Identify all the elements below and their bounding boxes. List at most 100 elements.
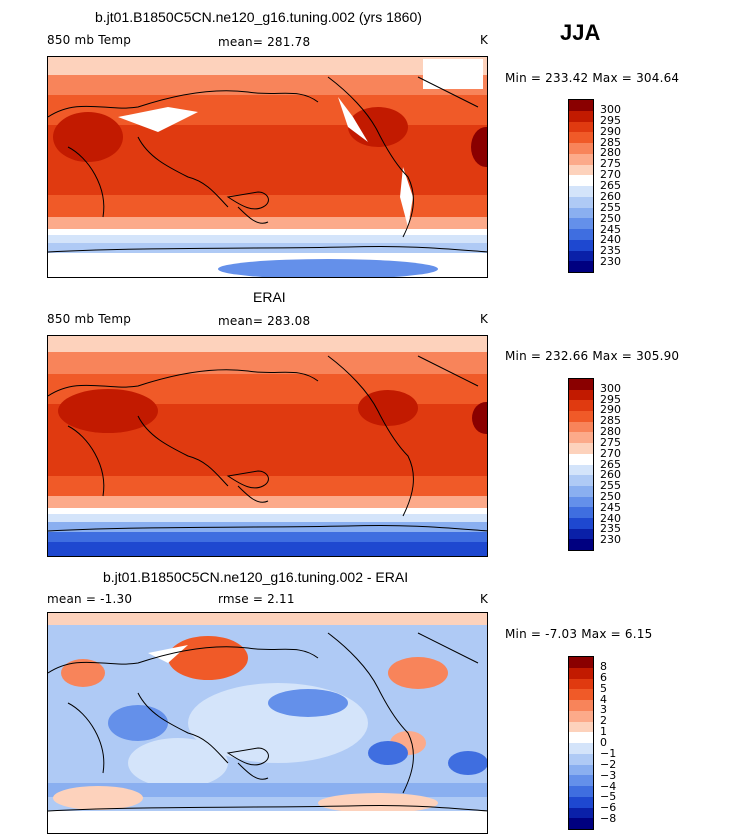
colorbar-swatch <box>569 143 593 154</box>
panel-3-map-svg <box>48 613 487 833</box>
colorbar-tick-label: 270 <box>600 446 621 460</box>
colorbar-swatch <box>569 186 593 197</box>
panel-2-title: ERAI <box>253 289 286 305</box>
colorbar-swatch <box>569 539 593 550</box>
colorbar-swatch <box>569 743 593 754</box>
colorbar-tick-label: 280 <box>600 425 621 439</box>
colorbar-tick-label: 275 <box>600 157 621 171</box>
colorbar-tick-label: −5 <box>600 790 617 804</box>
colorbar-tick-label: 290 <box>600 124 621 138</box>
colorbar-swatch <box>569 153 593 165</box>
colorbar-swatch <box>569 164 593 176</box>
colorbar-tick-label: −3 <box>600 768 617 782</box>
panel-3-mean: mean = -1.30 <box>47 592 133 606</box>
panel-1-mean: mean= 281.78 <box>218 35 311 49</box>
panel-2-map <box>47 335 488 557</box>
colorbar-swatch <box>569 175 593 186</box>
colorbar-swatch <box>569 507 593 518</box>
colorbar-tick-label: 260 <box>600 189 621 203</box>
colorbar-tick-label: 240 <box>600 511 621 525</box>
colorbar-tick-label: 3 <box>600 703 607 717</box>
colorbar-tick-label: 250 <box>600 489 621 503</box>
colorbar-tick-label: 235 <box>600 244 621 258</box>
colorbar-swatch <box>569 732 593 743</box>
colorbar-tick-label: 255 <box>600 200 621 214</box>
colorbar-swatch <box>569 453 593 465</box>
panel-3-colorbar <box>568 656 594 830</box>
panel-2-units: K <box>480 312 489 326</box>
panel-2-mean: mean= 283.08 <box>218 314 311 328</box>
colorbar-swatch <box>569 100 593 111</box>
panel-1-left-label: 850 mb Temp <box>47 33 132 47</box>
colorbar-swatch <box>569 432 593 444</box>
colorbar-tick-label: 285 <box>600 414 621 428</box>
colorbar-swatch <box>569 710 593 722</box>
colorbar-swatch <box>569 496 593 508</box>
colorbar-tick-label: −1 <box>600 746 617 760</box>
panel-1-units: K <box>480 33 489 47</box>
panel-2-map-svg <box>48 336 487 556</box>
colorbar-swatch <box>569 517 593 529</box>
colorbar-swatch <box>569 421 593 433</box>
colorbar-tick-label: 270 <box>600 168 621 182</box>
panel-3-map <box>47 612 488 834</box>
colorbar-tick-label: 295 <box>600 392 621 406</box>
colorbar-tick-label: 265 <box>600 179 621 192</box>
colorbar-tick-label: 260 <box>600 468 621 482</box>
colorbar-tick-label: 265 <box>600 457 621 471</box>
colorbar-swatch <box>569 218 593 229</box>
colorbar-swatch <box>569 667 593 679</box>
panel-3-minmax: Min = -7.03 Max = 6.15 <box>505 627 653 641</box>
colorbar-tick-label: 235 <box>600 522 621 536</box>
colorbar-swatch <box>569 528 593 540</box>
colorbar-swatch <box>569 657 593 668</box>
colorbar-swatch <box>569 261 593 272</box>
colorbar-swatch <box>569 475 593 486</box>
colorbar-tick-label: −4 <box>600 779 617 793</box>
colorbar-tick-label: 0 <box>600 736 607 749</box>
colorbar-swatch <box>569 411 593 422</box>
colorbar-swatch <box>569 110 593 122</box>
colorbar-tick-label: 280 <box>600 146 621 160</box>
colorbar-swatch <box>569 196 593 208</box>
colorbar-tick-label: 6 <box>600 670 607 684</box>
colorbar-swatch <box>569 485 593 497</box>
colorbar-swatch <box>569 807 593 819</box>
colorbar-tick-label: 4 <box>600 692 607 706</box>
panel-2-colorbar <box>568 378 594 551</box>
colorbar-tick-label: 245 <box>600 500 621 514</box>
colorbar-tick-label: 5 <box>600 681 607 695</box>
colorbar-tick-label: 255 <box>600 479 621 493</box>
season-label: JJA <box>560 20 601 45</box>
colorbar-tick-label: 1 <box>600 725 607 739</box>
colorbar-swatch <box>569 132 593 143</box>
colorbar-tick-label: 300 <box>600 381 621 395</box>
panel-3-rmse: rmse = 2.11 <box>218 592 295 606</box>
colorbar-tick-label: 295 <box>600 113 621 127</box>
colorbar-swatch <box>569 239 593 251</box>
colorbar-swatch <box>569 700 593 711</box>
colorbar-swatch <box>569 229 593 240</box>
panel-3-title: b.jt01.B1850C5CN.ne120_g16.tuning.002 - … <box>103 569 409 585</box>
colorbar-swatch <box>569 796 593 808</box>
colorbar-swatch <box>569 775 593 786</box>
panel-1-colorbar <box>568 99 594 273</box>
colorbar-tick-label: 290 <box>600 403 621 417</box>
colorbar-swatch <box>569 121 593 133</box>
colorbar-tick-label: 300 <box>600 102 621 116</box>
colorbar-tick-label: 230 <box>600 255 621 269</box>
panel-2-minmax: Min = 232.66 Max = 305.90 <box>505 349 680 363</box>
colorbar-tick-label: 250 <box>600 211 621 225</box>
colorbar-swatch <box>569 443 593 454</box>
colorbar-swatch <box>569 389 593 401</box>
colorbar-tick-label: 2 <box>600 714 607 728</box>
panel-2-left-label: 850 mb Temp <box>47 312 132 326</box>
colorbar-tick-label: −8 <box>600 812 617 826</box>
panel-3-units: K <box>480 592 489 606</box>
colorbar-swatch <box>569 250 593 262</box>
colorbar-swatch <box>569 400 593 412</box>
panel-1-map-svg <box>48 57 487 277</box>
colorbar-tick-label: 245 <box>600 222 621 236</box>
colorbar-swatch <box>569 721 593 733</box>
colorbar-tick-label: 240 <box>600 233 621 247</box>
